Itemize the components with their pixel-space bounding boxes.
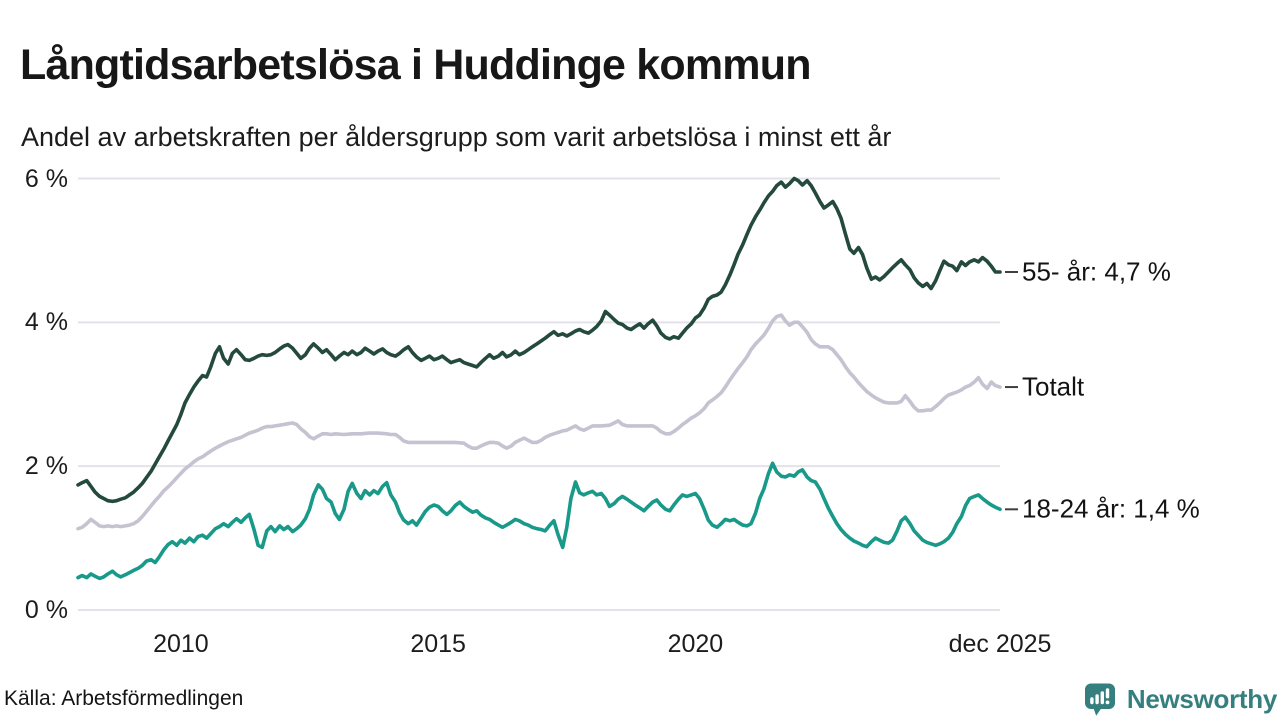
page-title: Långtidsarbetslösa i Huddinge kommun xyxy=(20,40,811,89)
series-line-18-24-ar xyxy=(76,461,1002,581)
chart-subtitle: Andel av arbetskraften per åldersgrupp s… xyxy=(21,122,892,152)
series-label-18-24-ar: 18-24 år: 1,4 % xyxy=(1022,493,1200,524)
newsworthy-logo-icon xyxy=(1084,683,1115,716)
brand-wordmark: Newsworthy xyxy=(1126,683,1277,714)
series-line-totalt xyxy=(76,313,1002,531)
speech-bubble-shape xyxy=(1084,683,1115,716)
newsworthy-brand: Newsworthy xyxy=(1082,681,1277,717)
x-tick-label-2015: 2015 xyxy=(410,630,466,658)
y-tick-label-6: 6 % xyxy=(24,164,68,193)
x-tick-label-2020: 2020 xyxy=(667,630,724,658)
source-note: Källa: Arbetsförmedlingen xyxy=(4,687,244,710)
exclamation-stem xyxy=(1105,688,1110,699)
x-tick-label-2010: 2010 xyxy=(153,630,209,658)
series-label-55-ar: 55- år: 4,7 % xyxy=(1022,256,1171,287)
series-label-totalt: Totalt xyxy=(1022,371,1085,402)
bar-medium xyxy=(1095,694,1099,705)
x-tick-label-dec-2025: dec 2025 xyxy=(948,630,1052,658)
bar-short xyxy=(1090,697,1094,705)
y-tick-label-2: 2 % xyxy=(24,452,68,481)
y-tick-label-0: 0 % xyxy=(24,596,68,624)
bar-tall xyxy=(1100,691,1104,705)
series-line-55-ar xyxy=(76,176,1002,504)
exclamation-dot xyxy=(1105,700,1110,705)
y-tick-label-4: 4 % xyxy=(24,308,68,337)
